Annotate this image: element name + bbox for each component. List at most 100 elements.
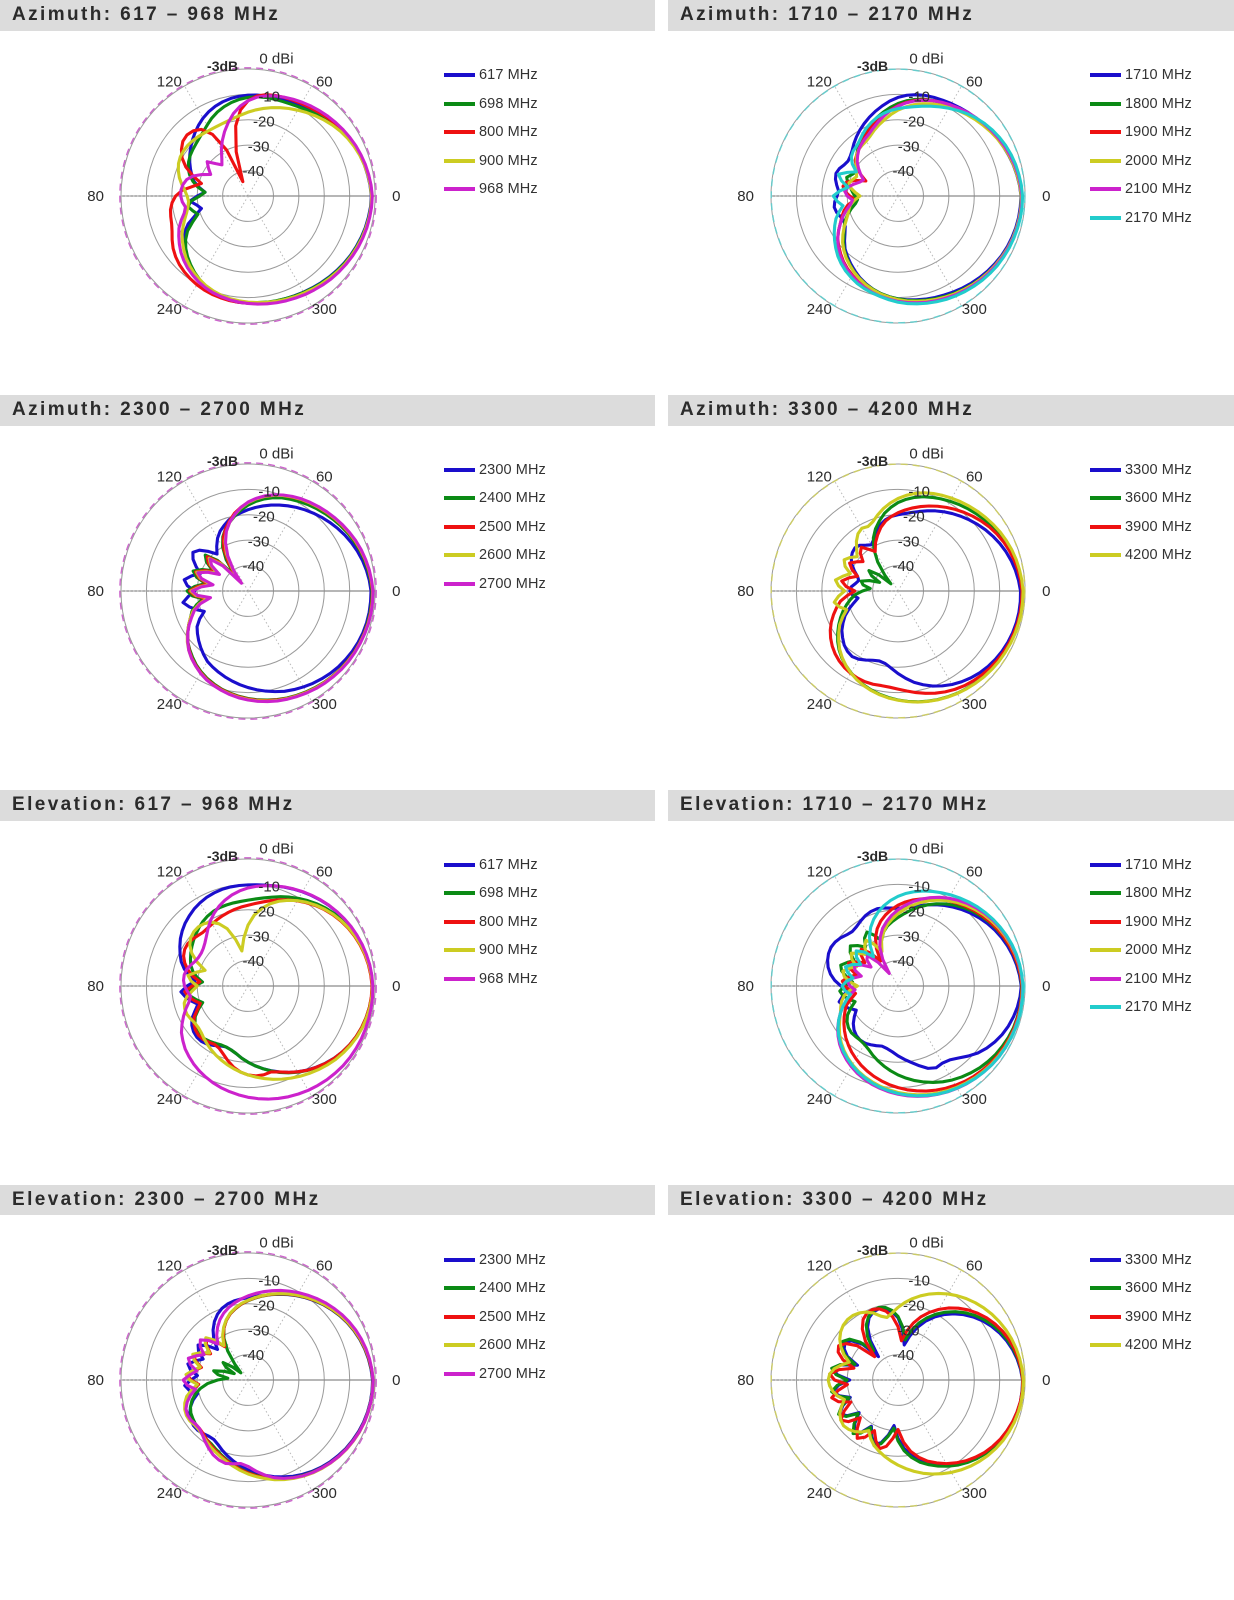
grid-spoke bbox=[184, 875, 249, 986]
legend-item[interactable]: 617 MHz bbox=[444, 851, 538, 880]
legend-item[interactable]: 2300 MHz bbox=[444, 1245, 546, 1274]
legend-item[interactable]: 3900 MHz bbox=[1090, 513, 1192, 542]
legend-item[interactable]: 900 MHz bbox=[444, 936, 538, 965]
legend-item[interactable]: 4200 MHz bbox=[1090, 1331, 1192, 1360]
angle-tick-label: 0 bbox=[392, 978, 400, 995]
legend-item[interactable]: 2170 MHz bbox=[1090, 203, 1192, 232]
legend-item[interactable]: 2300 MHz bbox=[444, 456, 546, 485]
beamwidth-label: -3dB bbox=[857, 58, 888, 74]
beamwidth-label: -3dB bbox=[857, 453, 888, 469]
angle-tick-label: 240 bbox=[807, 1091, 832, 1108]
radial-tick-label: -10 bbox=[908, 88, 930, 105]
legend-item[interactable]: 617 MHz bbox=[444, 61, 538, 90]
legend-item[interactable]: 2700 MHz bbox=[444, 1359, 546, 1388]
legend-item[interactable]: 1900 MHz bbox=[1090, 908, 1192, 937]
legend-item-label: 2170 MHz bbox=[1125, 209, 1192, 226]
panel-title: Azimuth: 3300 – 4200 MHz bbox=[668, 394, 1234, 426]
legend-item[interactable]: 1800 MHz bbox=[1090, 879, 1192, 908]
legend-color-swatch bbox=[1090, 1343, 1121, 1348]
legend-item[interactable]: 2500 MHz bbox=[444, 1302, 546, 1331]
legend-color-swatch bbox=[444, 73, 475, 78]
legend-item[interactable]: 2100 MHz bbox=[1090, 175, 1192, 204]
legend-item[interactable]: 3600 MHz bbox=[1090, 1274, 1192, 1303]
legend-item[interactable]: 2600 MHz bbox=[444, 541, 546, 570]
legend-item[interactable]: 1710 MHz bbox=[1090, 851, 1192, 880]
angle-tick-label: 60 bbox=[966, 1258, 983, 1275]
angle-tick-label: 240 bbox=[807, 696, 832, 713]
legend-item[interactable]: 2600 MHz bbox=[444, 1331, 546, 1360]
legend-item[interactable]: 800 MHz bbox=[444, 908, 538, 937]
grid-spoke bbox=[247, 85, 313, 197]
legend-item[interactable]: 1900 MHz bbox=[1090, 118, 1192, 147]
angle-tick-label: 60 bbox=[966, 863, 983, 880]
legend-color-swatch bbox=[1090, 187, 1121, 192]
legend-item[interactable]: 698 MHz bbox=[444, 89, 538, 118]
legend-item[interactable]: 698 MHz bbox=[444, 879, 538, 908]
legend-item[interactable]: 4200 MHz bbox=[1090, 541, 1192, 570]
legend-item[interactable]: 2000 MHz bbox=[1090, 936, 1192, 965]
grid-spoke bbox=[834, 590, 899, 701]
legend-item[interactable]: 900 MHz bbox=[444, 146, 538, 175]
radial-tick-label: -40 bbox=[242, 558, 264, 575]
polar-plot: 0 60 120 180 240 300 0 dBi -10 -20 -30 -40 -3dB bbox=[738, 1235, 1050, 1508]
legend-item-label: 2500 MHz bbox=[479, 518, 546, 535]
beamwidth-circle bbox=[770, 463, 1026, 719]
legend-color-swatch bbox=[444, 467, 475, 472]
legend-item[interactable]: 2000 MHz bbox=[1090, 146, 1192, 175]
legend-item-label: 800 MHz bbox=[479, 913, 538, 930]
legend-item[interactable]: 800 MHz bbox=[444, 118, 538, 147]
legend-color-swatch bbox=[1090, 215, 1121, 220]
legend-color-swatch bbox=[1090, 1314, 1121, 1319]
legend-item-label: 1710 MHz bbox=[1125, 67, 1192, 84]
radial-tick-label: -20 bbox=[903, 113, 925, 130]
legend-item[interactable]: 2500 MHz bbox=[444, 513, 546, 542]
pattern-trace bbox=[177, 94, 374, 306]
panel-title: Azimuth: 2300 – 2700 MHz bbox=[0, 394, 655, 426]
legend-item[interactable]: 2400 MHz bbox=[444, 484, 546, 513]
pattern-trace bbox=[828, 504, 1024, 695]
grid-spoke bbox=[247, 875, 313, 986]
legend-item-label: 1800 MHz bbox=[1125, 95, 1192, 112]
grid-spoke bbox=[897, 480, 963, 591]
beamwidth-label: -3dB bbox=[207, 847, 238, 863]
radial-tick-label: -20 bbox=[253, 113, 275, 130]
legend-item[interactable]: 1710 MHz bbox=[1090, 61, 1192, 90]
legend-item[interactable]: 3900 MHz bbox=[1090, 1302, 1192, 1331]
legend-item-label: 2170 MHz bbox=[1125, 999, 1192, 1016]
grid-spoke bbox=[247, 195, 313, 307]
pattern-panel: Azimuth: 3300 – 4200 MHz0601201802403000… bbox=[668, 394, 1234, 756]
panel-body: 0 60 120 180 240 300 0 dBi -10 -20 -30 -40 -3dB 2300… bbox=[0, 426, 655, 756]
grid-spoke bbox=[184, 985, 249, 1096]
legend: 2300 MHz 2400 MHz 2500 MHz 2600 MHz 2700 MHz bbox=[444, 1215, 546, 1388]
angle-tick-label: 120 bbox=[157, 74, 182, 91]
legend-item[interactable]: 968 MHz bbox=[444, 965, 538, 994]
angle-tick-label: 60 bbox=[316, 863, 333, 880]
legend-item[interactable]: 1800 MHz bbox=[1090, 89, 1192, 118]
legend-item[interactable]: 2400 MHz bbox=[444, 1274, 546, 1303]
angle-tick-label: 0 bbox=[1042, 188, 1050, 205]
angle-tick-label: 60 bbox=[316, 468, 333, 485]
legend-item-label: 1800 MHz bbox=[1125, 885, 1192, 902]
polar-plot: 0 60 120 180 240 300 0 dBi -10 -20 -30 -40 -3dB bbox=[738, 51, 1050, 324]
angle-tick-label: 0 bbox=[392, 583, 400, 600]
legend-item[interactable]: 2170 MHz bbox=[1090, 993, 1192, 1022]
legend-color-swatch bbox=[1090, 101, 1121, 106]
angle-tick-label: 0 bbox=[392, 1372, 400, 1389]
legend-item[interactable]: 2700 MHz bbox=[444, 570, 546, 599]
pattern-panel: Elevation: 2300 – 2700 MHz 0 60 120 180 240 30… bbox=[0, 1184, 655, 1546]
radial-tick-label: -10 bbox=[908, 1273, 930, 1290]
pattern-trace bbox=[176, 105, 374, 304]
legend-item[interactable]: 3300 MHz bbox=[1090, 456, 1192, 485]
legend-item[interactable]: 2100 MHz bbox=[1090, 965, 1192, 994]
legend-item-label: 3600 MHz bbox=[1125, 490, 1192, 507]
legend-item[interactable]: 3600 MHz bbox=[1090, 484, 1192, 513]
pattern-trace bbox=[831, 104, 1025, 306]
radial-tick-label: 0 dBi bbox=[909, 840, 943, 857]
legend-item[interactable]: 968 MHz bbox=[444, 175, 538, 204]
legend-color-swatch bbox=[1090, 130, 1121, 135]
radial-tick-label: 0 dBi bbox=[909, 1235, 943, 1252]
pattern-panel: Azimuth: 1710 – 2170 MHz0601201802403000… bbox=[668, 0, 1234, 361]
legend-item[interactable]: 3300 MHz bbox=[1090, 1245, 1192, 1274]
legend-color-swatch bbox=[444, 187, 475, 192]
